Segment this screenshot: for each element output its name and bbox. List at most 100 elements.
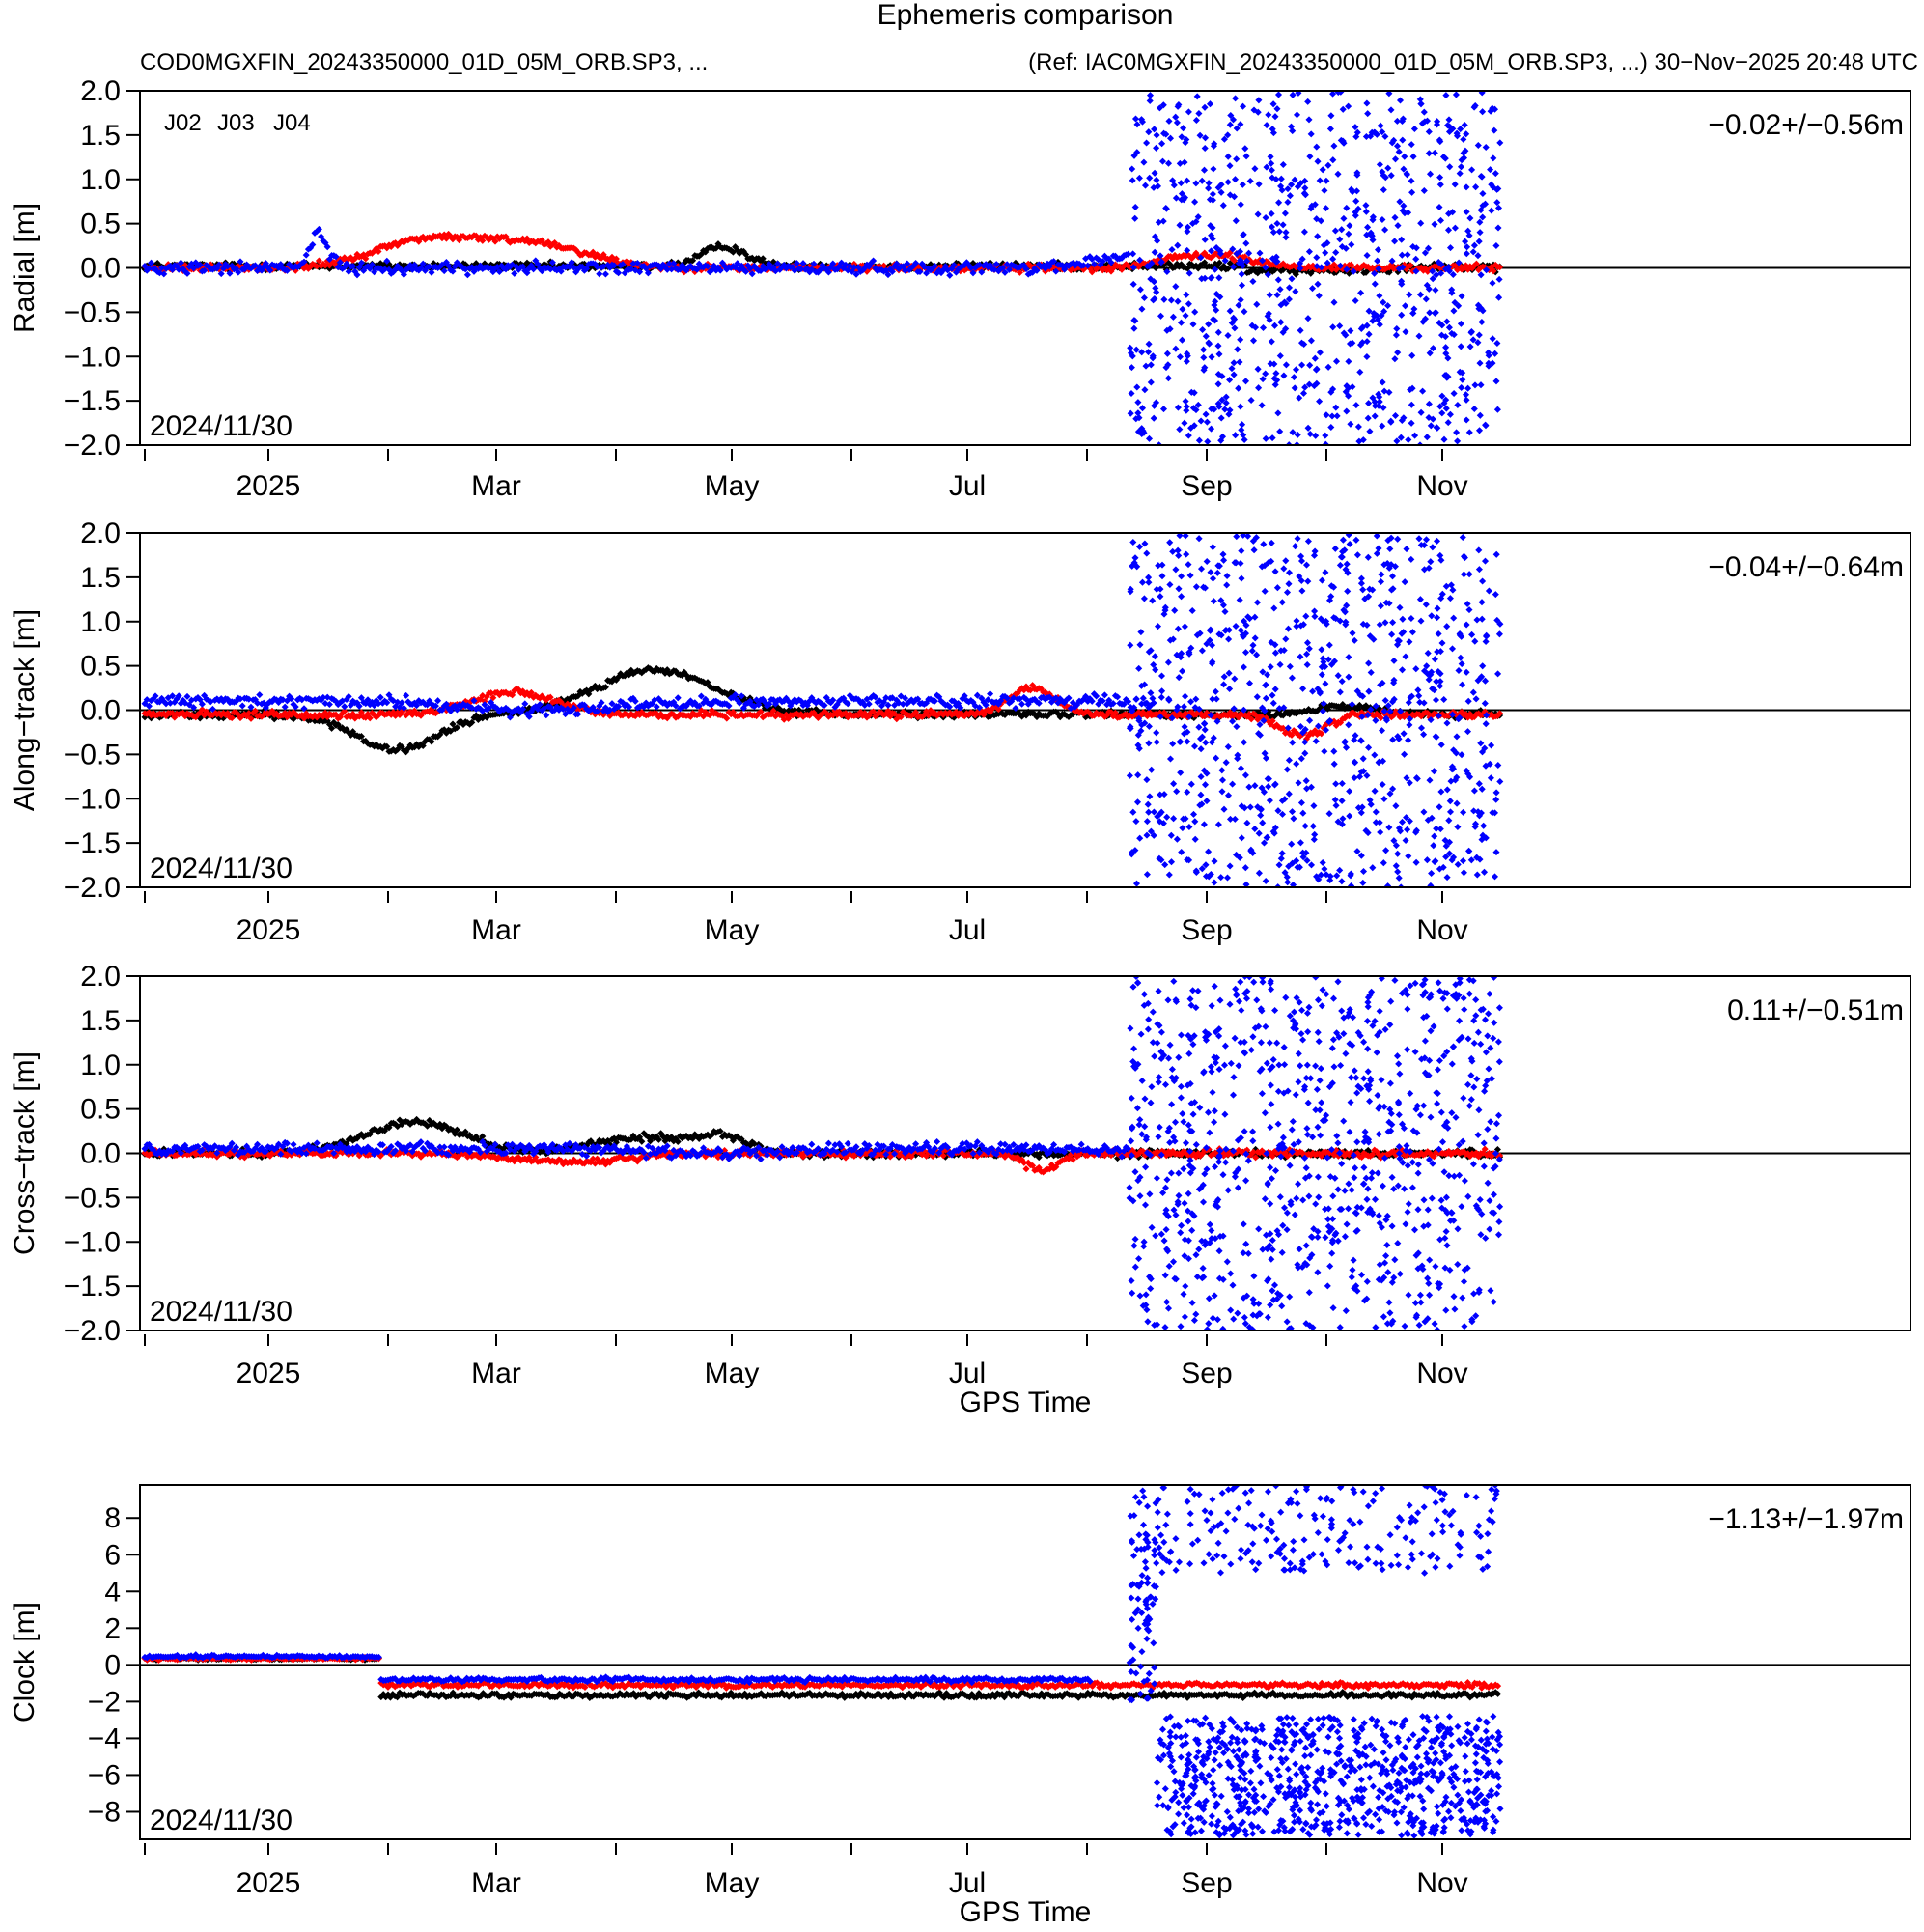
x-tick-label: Sep — [1181, 470, 1232, 502]
data-point — [1479, 662, 1487, 670]
data-point — [175, 266, 182, 273]
data-point — [1345, 673, 1352, 681]
data-point — [1408, 188, 1416, 196]
data-point — [1398, 236, 1406, 243]
data-point — [1280, 565, 1288, 573]
data-point — [1316, 349, 1324, 356]
data-point — [368, 261, 376, 268]
data-point — [1202, 410, 1210, 418]
data-point — [1132, 880, 1141, 887]
data-point — [1201, 719, 1209, 727]
data-point — [1270, 322, 1279, 329]
data-point — [1283, 588, 1292, 597]
data-point — [1318, 576, 1326, 584]
data-point — [1219, 550, 1227, 558]
data-point — [1184, 246, 1191, 254]
data-point — [697, 692, 705, 700]
data-point — [362, 255, 370, 263]
data-point — [1242, 153, 1250, 160]
data-point — [1341, 739, 1349, 746]
data-point — [1314, 157, 1322, 165]
data-point — [1468, 630, 1476, 638]
data-point — [1268, 338, 1275, 346]
data-point — [1197, 417, 1205, 425]
data-point — [1426, 350, 1434, 357]
data-point — [1431, 149, 1438, 156]
data-point — [1427, 422, 1435, 430]
data-point — [1359, 755, 1367, 763]
data-point — [468, 718, 476, 726]
data-point — [400, 704, 407, 712]
y-tick-label: 1.5 — [80, 120, 121, 152]
data-point — [1475, 427, 1484, 434]
data-point — [1301, 822, 1309, 830]
data-point — [1177, 769, 1185, 776]
data-point — [1399, 615, 1407, 623]
data-point — [238, 702, 246, 710]
data-point — [946, 703, 954, 711]
data-point — [1373, 549, 1380, 557]
data-point — [177, 259, 184, 266]
data-point — [852, 270, 860, 278]
data-point — [1306, 430, 1314, 438]
data-point — [201, 266, 209, 274]
data-point — [1275, 199, 1283, 207]
data-point — [982, 701, 990, 709]
data-point — [1339, 105, 1347, 113]
data-point — [797, 266, 805, 273]
data-point — [1401, 153, 1408, 160]
data-point — [1412, 255, 1420, 263]
data-point — [1314, 233, 1322, 240]
data-point — [434, 697, 442, 705]
data-point — [1403, 546, 1410, 553]
data-point — [1174, 241, 1182, 249]
data-point — [1493, 339, 1501, 348]
data-point — [1489, 335, 1496, 343]
data-point — [1292, 366, 1300, 374]
data-point — [1462, 238, 1469, 245]
data-point — [336, 259, 344, 266]
data-point — [1251, 613, 1259, 621]
data-point — [653, 703, 660, 711]
data-point — [912, 259, 920, 267]
data-point — [1285, 284, 1294, 292]
data-point — [1134, 399, 1142, 406]
y-tick-label: −1.5 — [64, 385, 121, 417]
data-point — [1457, 654, 1464, 661]
data-point — [1391, 411, 1400, 420]
data-point — [1464, 600, 1471, 608]
data-point — [1429, 345, 1437, 352]
data-point — [1463, 396, 1470, 404]
data-point — [1333, 872, 1341, 880]
data-point — [1446, 410, 1454, 418]
series-j04 — [141, 91, 1504, 445]
data-point — [1310, 802, 1318, 810]
data-point — [1454, 401, 1462, 409]
data-point — [1492, 796, 1500, 803]
data-point — [824, 268, 832, 276]
data-point — [1451, 224, 1459, 232]
data-point — [1389, 736, 1397, 743]
data-point — [1174, 404, 1182, 411]
data-point — [1416, 96, 1424, 103]
data-point — [1208, 353, 1215, 361]
data-point — [1253, 693, 1261, 701]
data-point — [1474, 252, 1482, 260]
data-point — [1153, 739, 1160, 746]
data-point — [1204, 437, 1212, 445]
data-point — [1406, 291, 1413, 298]
data-point — [1183, 550, 1190, 558]
data-point — [1201, 726, 1209, 734]
data-point — [309, 240, 317, 249]
data-point — [521, 700, 529, 708]
data-point — [1308, 285, 1317, 293]
data-point — [1226, 121, 1234, 128]
y-tick-label: 0.5 — [80, 209, 121, 240]
data-point — [1357, 289, 1365, 296]
data-point — [1402, 328, 1409, 336]
data-point — [1307, 337, 1315, 345]
data-point — [1185, 432, 1192, 439]
data-point — [1271, 568, 1279, 575]
data-point — [808, 266, 816, 273]
data-point — [357, 732, 365, 741]
